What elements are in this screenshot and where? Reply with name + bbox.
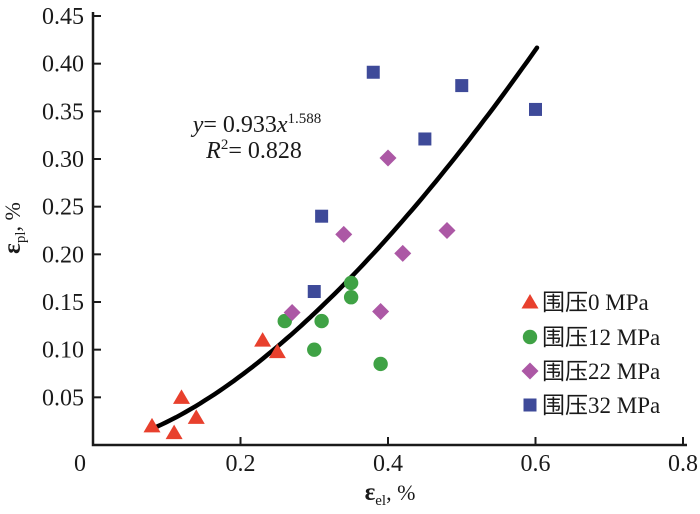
data-points [143, 65, 542, 440]
data-point-s3-5 [529, 102, 542, 116]
legend-marker-triangle [521, 294, 539, 309]
x-tick-label-0.4: 0.4 [373, 451, 403, 477]
legend-marker-square [523, 398, 537, 412]
y-axis-subscript: pl [13, 231, 29, 243]
y-tick-label-0.30: 0.30 [42, 147, 84, 173]
equation-exponent: 1.588 [288, 111, 322, 127]
data-point-s0-4 [254, 332, 272, 347]
y-tick-label-0.45: 0.45 [42, 4, 84, 30]
data-point-s2-2 [372, 303, 390, 321]
legend-marker-diamond [521, 362, 539, 380]
x-tick-label-0: 0 [74, 451, 86, 477]
equation-r-value: = 0.828 [228, 138, 302, 164]
axis-lines [91, 12, 687, 447]
data-point-s2-1 [335, 225, 353, 243]
y-tick-label-0.05: 0.05 [42, 385, 84, 411]
x-axis-subscript: el [375, 493, 386, 509]
legend-label-3: 围压32 MPa [542, 393, 660, 418]
legend-marker-circle [522, 329, 538, 345]
data-point-s1-5 [373, 356, 388, 372]
y-axis-symbol: ε [0, 243, 26, 254]
data-point-s2-5 [438, 222, 456, 239]
equation-x-var: x [276, 112, 288, 138]
data-point-s0-3 [187, 409, 205, 424]
equation-r-var: R [205, 138, 221, 164]
equation-r-superscript: 2 [221, 137, 229, 153]
equation-body: = 0.933 [203, 112, 277, 138]
data-point-s0-5 [268, 343, 286, 359]
fit-equation-line2: R2= 0.828 [205, 137, 302, 164]
data-point-s3-0 [307, 285, 321, 299]
data-point-s1-4 [343, 275, 359, 291]
equation-y-var: y [191, 112, 204, 138]
x-tick-label-0.6: 0.6 [521, 451, 551, 477]
data-point-s3-3 [418, 132, 432, 146]
data-point-s0-0 [143, 417, 161, 433]
data-point-s2-0 [283, 303, 301, 321]
y-tick-label-0.20: 0.20 [42, 242, 84, 268]
x-axis-unit: , % [386, 480, 415, 505]
x-axis-title: εel, % [365, 479, 416, 509]
data-point-s0-1 [165, 424, 183, 440]
y-axis-unit: , % [0, 202, 25, 231]
data-point-s1-1 [307, 342, 322, 357]
y-tick-label-0.10: 0.10 [42, 338, 84, 364]
y-tick-label-0.35: 0.35 [42, 99, 84, 125]
legend: 围压0 MPa 围压12 MPa 围压22 MPa 围压32 MPa [521, 290, 660, 418]
data-point-s3-4 [455, 79, 469, 93]
data-point-s1-3 [343, 290, 359, 305]
x-axis-symbol: ε [365, 479, 376, 506]
axes: 0.05 0.10 0.15 0.20 0.25 0.30 0.35 0.40 0.45 0 0.2… [42, 4, 698, 477]
y-tick-label-0.40: 0.40 [42, 52, 84, 78]
data-point-s2-4 [394, 244, 412, 262]
data-point-s3-1 [315, 209, 329, 223]
fit-equation-line1: y= 0.933x1.588 [191, 111, 322, 138]
y-axis-title: εpl, % [0, 202, 29, 254]
data-point-s1-0 [277, 313, 292, 329]
x-tick-label-0.8: 0.8 [668, 451, 698, 477]
legend-label-1: 围压12 MPa [542, 325, 660, 350]
data-point-s3-2 [366, 65, 380, 79]
data-point-s2-3 [379, 149, 397, 167]
legend-label-2: 围压22 MPa [542, 359, 660, 384]
y-tick-label-0.25: 0.25 [42, 195, 84, 221]
x-tick-label-0.2: 0.2 [226, 451, 256, 477]
data-point-s0-2 [173, 389, 190, 404]
legend-label-0: 围压0 MPa [542, 290, 649, 315]
y-tick-label-0.15: 0.15 [42, 290, 84, 316]
data-point-s1-2 [314, 313, 329, 329]
